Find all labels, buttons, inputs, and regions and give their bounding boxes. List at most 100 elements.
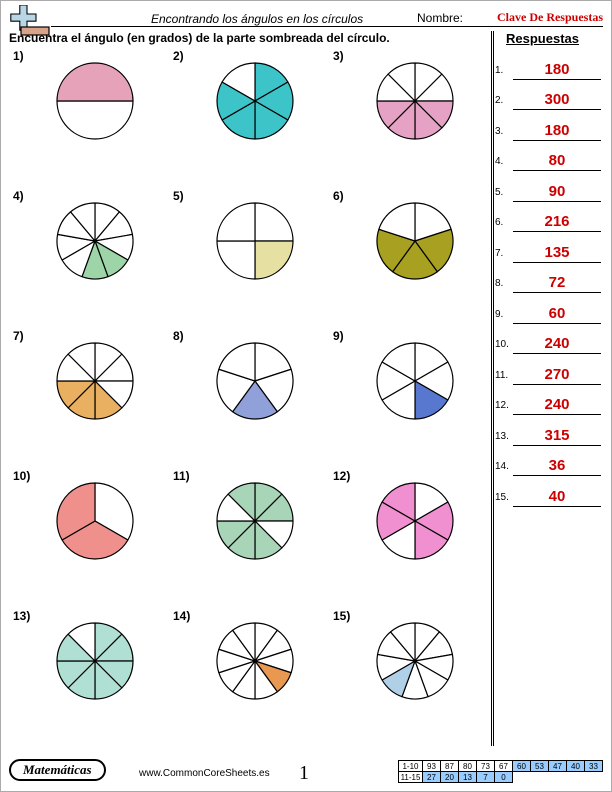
problem: 9) (329, 327, 489, 467)
problem: 8) (169, 327, 329, 467)
answer-row: 10.240 (501, 324, 601, 355)
answers-header: Respuestas (506, 31, 579, 46)
answer-number: 6. (495, 217, 503, 228)
footer: Matemáticas www.CommonCoreSheets.es 1 1-… (9, 755, 603, 785)
answer-row: 6.216 (501, 202, 601, 233)
score-cell: 87 (441, 761, 459, 772)
score-cell: 93 (423, 761, 441, 772)
problem-number: 2) (173, 49, 184, 63)
answer-number: 12. (495, 400, 509, 411)
score-table: 1-109387807367605347403311-1527201370 (398, 760, 603, 783)
answer-number: 14. (495, 461, 509, 472)
score-cell: 0 (495, 772, 513, 783)
answer-value: 72 (513, 274, 601, 293)
page-title: Encontrando los ángulos en los círculos (151, 12, 363, 26)
name-label: Nombre: (417, 11, 463, 25)
answer-number: 1. (495, 65, 503, 76)
pie-chart (55, 341, 135, 426)
problem: 3) (329, 47, 489, 187)
problem: 1) (9, 47, 169, 187)
header: Encontrando los ángulos en los círculos … (51, 7, 603, 27)
page-number: 1 (299, 762, 309, 785)
pie-chart (375, 621, 455, 706)
answer-value: 270 (513, 366, 601, 385)
answer-row: 13.315 (501, 415, 601, 446)
answer-number: 13. (495, 431, 509, 442)
problem-number: 12) (333, 469, 350, 483)
pie-chart (375, 481, 455, 566)
score-cell: 67 (495, 761, 513, 772)
answer-row: 8.72 (501, 263, 601, 294)
answer-number: 4. (495, 156, 503, 167)
problem-number: 1) (13, 49, 24, 63)
answer-row: 15.40 (501, 476, 601, 507)
subject-pill: Matemáticas (9, 759, 106, 781)
answer-row: 4.80 (501, 141, 601, 172)
pie-chart (55, 481, 135, 566)
score-cell: 80 (459, 761, 477, 772)
score-cell: 73 (477, 761, 495, 772)
answer-value: 60 (513, 305, 601, 324)
answer-row: 14.36 (501, 446, 601, 477)
site-url: www.CommonCoreSheets.es (139, 768, 270, 779)
answer-row: 2.300 (501, 80, 601, 111)
answer-number: 10. (495, 339, 509, 350)
answer-row: 5.90 (501, 171, 601, 202)
problem: 5) (169, 187, 329, 327)
answer-number: 5. (495, 187, 503, 198)
problem-number: 5) (173, 189, 184, 203)
problem-number: 14) (173, 609, 190, 623)
answer-value: 300 (513, 91, 601, 110)
problem-number: 6) (333, 189, 344, 203)
problem: 12) (329, 467, 489, 607)
answer-row: 11.270 (501, 354, 601, 385)
problem: 2) (169, 47, 329, 187)
answer-number: 9. (495, 309, 503, 320)
answers-column: 1.1802.3003.1804.805.906.2167.1358.729.6… (501, 49, 601, 507)
problem-number: 3) (333, 49, 344, 63)
problem: 7) (9, 327, 169, 467)
answer-row: 1.180 (501, 49, 601, 80)
problem-number: 4) (13, 189, 24, 203)
pie-chart (55, 201, 135, 286)
score-cell: 13 (459, 772, 477, 783)
score-cell: 40 (567, 761, 585, 772)
answer-number: 2. (495, 95, 503, 106)
worksheet-page: Encontrando los ángulos en los círculos … (0, 0, 612, 792)
problem-number: 11) (173, 469, 190, 483)
score-cell: 47 (549, 761, 567, 772)
answer-value: 240 (513, 335, 601, 354)
score-cell: 33 (585, 761, 603, 772)
answer-row: 7.135 (501, 232, 601, 263)
problem: 14) (169, 607, 329, 747)
pie-chart (215, 481, 295, 566)
column-divider (491, 31, 494, 746)
problem: 15) (329, 607, 489, 747)
answer-key-label: Clave De Respuestas (497, 10, 603, 25)
answer-number: 8. (495, 278, 503, 289)
problem: 4) (9, 187, 169, 327)
score-cell: 7 (477, 772, 495, 783)
answer-value: 315 (513, 427, 601, 446)
answer-number: 11. (495, 370, 508, 381)
pie-chart (215, 61, 295, 146)
answer-value: 180 (513, 61, 601, 80)
problem: 13) (9, 607, 169, 747)
answer-value: 80 (513, 152, 601, 171)
score-cell: 60 (513, 761, 531, 772)
answer-value: 36 (513, 457, 601, 476)
problem-number: 13) (13, 609, 30, 623)
answer-number: 7. (495, 248, 503, 259)
pie-chart (55, 621, 135, 706)
score-cell: 20 (441, 772, 459, 783)
problem: 6) (329, 187, 489, 327)
pie-chart (215, 621, 295, 706)
score-cell: 53 (531, 761, 549, 772)
answer-value: 180 (513, 122, 601, 141)
answer-row: 3.180 (501, 110, 601, 141)
problem-number: 9) (333, 329, 344, 343)
answer-value: 240 (513, 396, 601, 415)
score-range-label: 1-10 (399, 761, 423, 772)
instruction-text: Encuentra el ángulo (en grados) de la pa… (9, 31, 390, 45)
pie-chart (215, 201, 295, 286)
